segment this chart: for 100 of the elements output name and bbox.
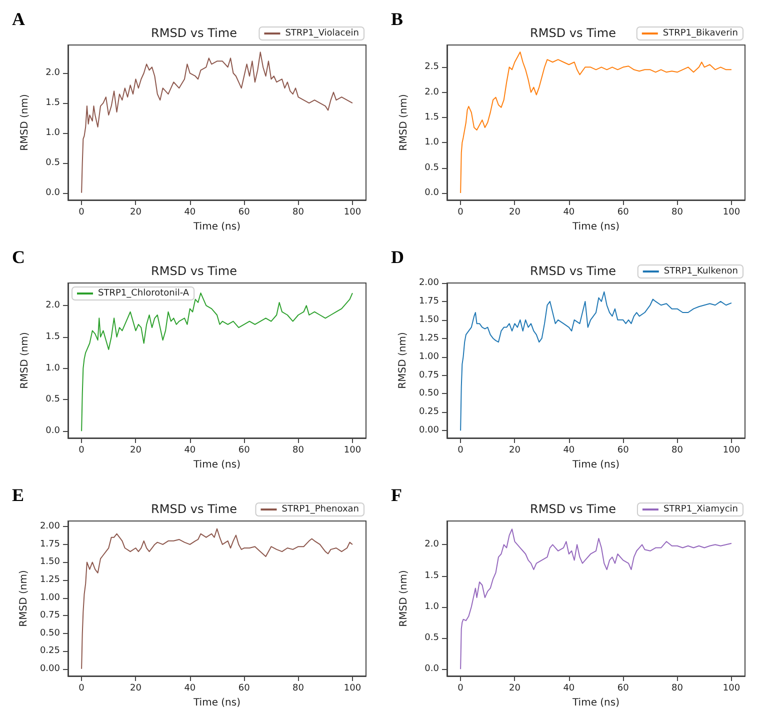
y-tick-label: 2.0 [424, 87, 440, 98]
y-axis-title: RMSD (nm) [398, 332, 409, 389]
y-tick-label: 1.25 [418, 333, 439, 344]
y-tick-label: 0.5 [46, 394, 60, 405]
y-tick-label: 0.25 [40, 646, 60, 656]
chart-title: RMSD vs Time [530, 264, 616, 278]
x-tick-label: 60 [617, 208, 630, 218]
x-tick-label: 40 [184, 208, 196, 218]
x-tick-label: 20 [509, 208, 521, 218]
y-tick-label: 1.5 [46, 332, 60, 342]
text: D [391, 247, 404, 267]
y-axis-title: RMSD (nm) [20, 94, 30, 151]
y-tick-label: 1.75 [40, 539, 60, 550]
y-tick-label: 1.00 [40, 592, 60, 603]
x-tick-label: 100 [722, 208, 740, 218]
text: C [12, 247, 25, 267]
text: A [12, 9, 25, 29]
x-tick-label: 20 [130, 684, 142, 694]
y-tick-label: 0.25 [418, 407, 439, 418]
y-tick-label: 0.50 [418, 388, 440, 399]
legend-label: STRP1_Kulkenon [664, 266, 738, 276]
line-series [460, 52, 732, 194]
y-tick-label: 0.0 [424, 664, 440, 674]
y-tick-label: 1.0 [424, 138, 440, 148]
y-tick-label: 0.00 [418, 426, 440, 436]
y-tick-label: 2.5 [424, 62, 439, 72]
x-tick-label: 80 [672, 684, 684, 694]
y-tick-label: 0.5 [424, 633, 439, 644]
y-axis-title: RMSD (nm) [18, 570, 30, 627]
y-tick-label: 1.0 [46, 363, 60, 374]
y-tick-label: 2.00 [418, 278, 440, 288]
chart-title: RMSD vs Time [151, 502, 237, 516]
x-tick-label: 20 [130, 208, 142, 218]
legend-label: STRP1_Violacein [285, 28, 360, 38]
x-tick-label: 40 [184, 446, 196, 456]
y-tick-label: 1.5 [424, 112, 439, 122]
x-tick-label: 60 [617, 684, 630, 694]
x-tick-label: 60 [238, 684, 250, 694]
line-series [460, 291, 732, 432]
y-tick-label: 0.75 [418, 370, 439, 380]
x-tick-label: 80 [672, 446, 684, 456]
y-tick-label: 0.5 [424, 162, 439, 173]
x-tick-label: 80 [292, 446, 304, 456]
chart-title: RMSD vs Time [151, 26, 237, 40]
x-tick-label: 40 [563, 208, 575, 218]
x-axis-title: Time (ns) [192, 222, 241, 232]
legend-label: STRP1_Phenoxan [282, 504, 359, 514]
y-tick-label: 1.25 [40, 575, 60, 586]
x-tick-label: 20 [130, 446, 142, 456]
x-tick-label: 60 [617, 446, 630, 456]
chart-title: RMSD vs Time [530, 26, 616, 40]
text: E [12, 485, 24, 505]
x-tick-label: 0 [78, 446, 85, 456]
y-tick-label: 0.75 [40, 610, 60, 621]
line-series [81, 52, 353, 194]
x-tick-label: 60 [238, 208, 250, 218]
x-tick-label: 60 [238, 446, 250, 456]
y-tick-label: 1.75 [418, 296, 439, 306]
x-tick-label: 0 [78, 208, 85, 218]
y-tick-label: 0.50 [40, 628, 60, 638]
y-tick-label: 0.0 [424, 188, 440, 198]
x-tick-label: 100 [722, 446, 740, 456]
x-tick-label: 100 [344, 446, 362, 456]
y-tick-label: 0.0 [46, 188, 60, 198]
y-tick-label: 1.5 [46, 98, 60, 108]
y-tick-label: 2.00 [40, 522, 60, 532]
chart-title: RMSD vs Time [151, 264, 237, 278]
y-tick-label: 1.50 [418, 314, 440, 325]
x-tick-label: 40 [563, 684, 575, 694]
x-tick-label: 0 [458, 446, 464, 456]
y-axis-title: RMSD (nm) [398, 94, 410, 151]
text: F [391, 485, 402, 505]
x-tick-label: 0 [78, 684, 85, 694]
x-axis-title: Time (ns) [192, 460, 241, 470]
y-tick-label: 1.5 [424, 570, 439, 581]
x-tick-label: 80 [672, 208, 684, 218]
line-series [81, 528, 353, 670]
x-tick-label: 40 [184, 684, 196, 694]
chart-title: RMSD vs Time [530, 502, 616, 516]
y-tick-label: 1.0 [46, 128, 60, 138]
x-tick-label: 100 [344, 684, 362, 694]
y-tick-label: 0.00 [40, 664, 60, 674]
x-tick-label: 20 [509, 684, 521, 694]
x-tick-label: 0 [458, 208, 464, 218]
line-series [460, 528, 732, 670]
y-tick-label: 1.50 [40, 557, 60, 568]
x-axis-title: Time (ns) [571, 222, 620, 232]
y-tick-label: 1.0 [424, 602, 440, 612]
y-tick-label: 2.0 [424, 540, 440, 550]
y-tick-label: 0.0 [46, 426, 60, 436]
x-tick-label: 40 [563, 446, 575, 456]
x-tick-label: 100 [722, 684, 740, 694]
y-tick-label: 1.00 [418, 352, 440, 362]
x-axis-title: Time (ns) [571, 460, 620, 470]
x-tick-label: 0 [458, 684, 464, 694]
y-tick-label: 2.0 [46, 68, 60, 78]
y-tick-label: 0.5 [46, 158, 60, 168]
y-tick-label: 2.0 [46, 300, 60, 311]
x-axis-title: Time (ns) [192, 698, 241, 708]
legend-label: STRP1_Chlorotonil-A [98, 288, 190, 298]
